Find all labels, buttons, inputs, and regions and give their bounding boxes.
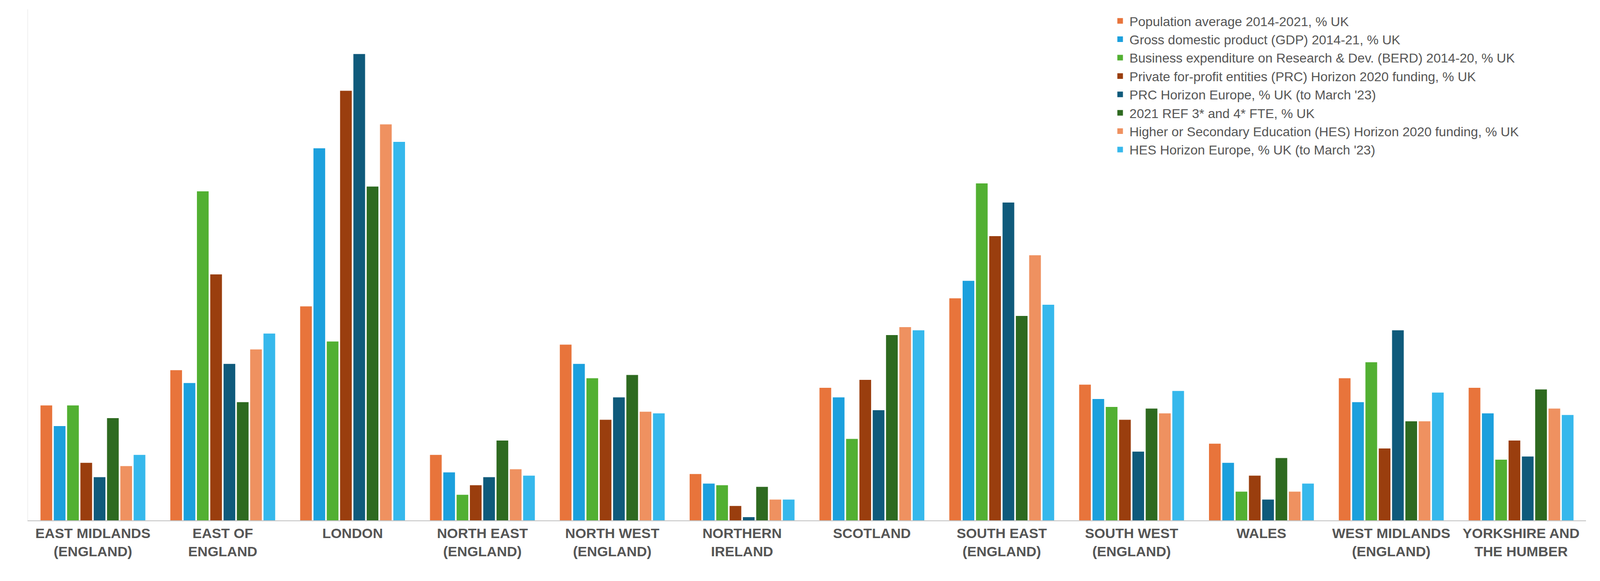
svg-text:LONDON: LONDON [322,525,384,541]
svg-text:Population average 2014-2021,: Population average 2014-2021, % UK [1129,14,1349,29]
svg-text:PRC Horizon Europe, % UK (to M: PRC Horizon Europe, % UK (to March '23) [1129,87,1377,103]
svg-text:NORTH WEST(ENGLAND): NORTH WEST(ENGLAND) [565,525,660,559]
svg-text:SOUTH EAST(ENGLAND): SOUTH EAST(ENGLAND) [956,525,1047,559]
svg-text:YORKSHIRE ANDTHE HUMBER: YORKSHIRE ANDTHE HUMBER [1462,525,1580,559]
svg-text:WEST MIDLANDS(ENGLAND): WEST MIDLANDS(ENGLAND) [1332,525,1451,559]
svg-text:NORTHERNIRELAND: NORTHERNIRELAND [702,525,782,559]
svg-text:Gross domestic product (GDP) 2: Gross domestic product (GDP) 2014-21, % … [1129,32,1401,48]
svg-text:Business expenditure on Resear: Business expenditure on Research & Dev. … [1129,50,1516,66]
svg-text:NORTH EAST(ENGLAND): NORTH EAST(ENGLAND) [436,525,528,559]
svg-text:Private for-profit entities (P: Private for-profit entities (PRC) Horizo… [1129,69,1477,84]
svg-text:Higher or Secondary Education: Higher or Secondary Education (HES) Hori… [1129,124,1520,140]
svg-text:EAST MIDLANDS(ENGLAND): EAST MIDLANDS(ENGLAND) [35,525,151,559]
svg-text:SOUTH WEST(ENGLAND): SOUTH WEST(ENGLAND) [1084,525,1179,559]
svg-text:SCOTLAND: SCOTLAND [832,525,911,541]
svg-text:2021 REF 3* and 4* FTE, % UK: 2021 REF 3* and 4* FTE, % UK [1129,106,1315,121]
svg-text:HES Horizon Europe, % UK (to M: HES Horizon Europe, % UK (to March '23) [1129,142,1376,158]
svg-text:WALES: WALES [1236,525,1287,541]
svg-text:EAST OFENGLAND: EAST OFENGLAND [188,525,258,559]
